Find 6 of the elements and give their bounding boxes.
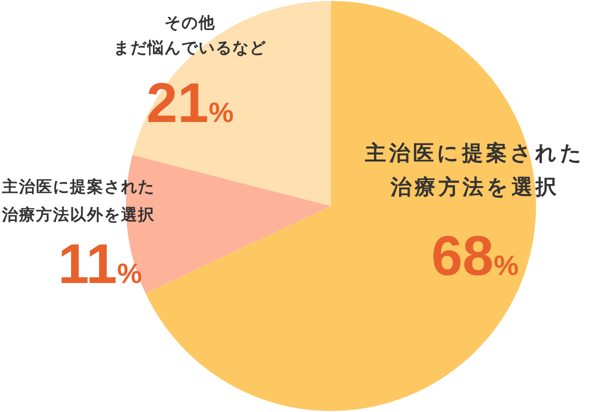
slice-label: その他まだ悩んでいるなど [114,13,266,57]
data-label: 21% [146,71,234,134]
slice-label: 主治医に提案された治療方法を選択 [364,141,585,199]
data-label: 11% [58,232,142,295]
data-label: 68% [431,224,519,287]
slice-label: 主治医に提案された治療方法以外を選択 [1,177,155,224]
